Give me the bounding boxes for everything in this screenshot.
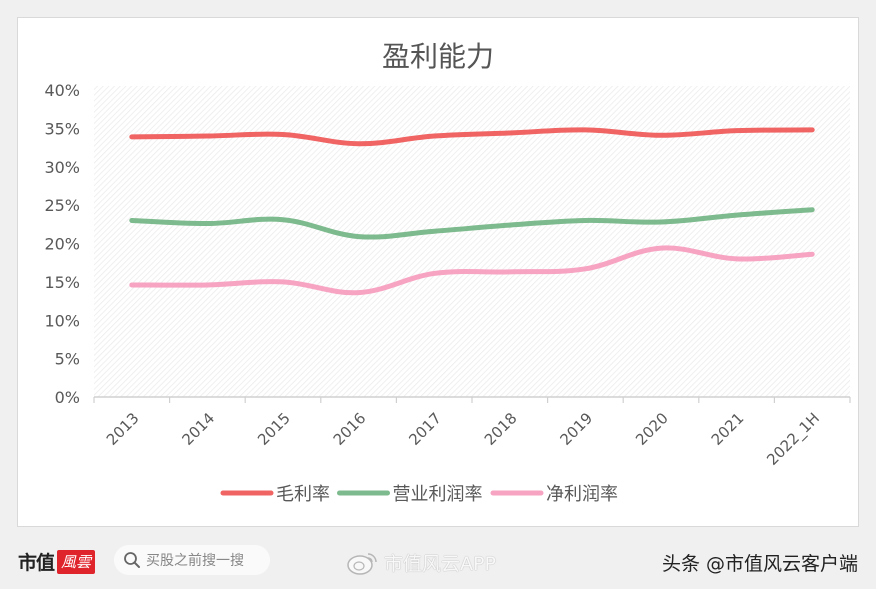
series-line: [129, 127, 815, 147]
weibo-icon: [347, 552, 377, 575]
x-tick-label: 2014: [178, 409, 218, 449]
x-tick-label: 2020: [632, 409, 672, 449]
line-chart: 盈利能力 0%5%10%15%20%25%30%35%40% 2013 2014 2…: [44, 40, 851, 505]
search-box[interactable]: 买股之前搜一搜: [114, 545, 270, 575]
footer: 市值 風雲 买股之前搜一搜 市值风云APP 头条 @市值风云客户端: [0, 535, 876, 589]
search-placeholder: 买股之前搜一搜: [146, 553, 244, 569]
y-tick-label: 0%: [55, 388, 80, 407]
y-axis: 0% 5% 10% 15% 20% 25% 30% 35% 40%: [44, 81, 80, 407]
y-tick-label: 30%: [44, 158, 80, 177]
weibo-label: 市值风云APP: [384, 553, 496, 575]
legend-label: 净利润率: [546, 484, 618, 505]
legend-label: 毛利率: [276, 484, 330, 505]
x-tick-label: 2015: [254, 409, 294, 449]
y-tick-label: 15%: [44, 273, 80, 292]
y-tick-label: 20%: [44, 235, 80, 254]
x-tick-label: 2019: [556, 409, 596, 449]
chart-card: 盈利能力 0% 5% 10% 15% 20% 25% 30% 35% 40% 2013 2014 2…: [17, 17, 859, 527]
weibo-watermark: 市值风云APP: [346, 549, 496, 576]
x-tick-label: 2022_1H: [763, 409, 823, 469]
x-axis: 2013 2014 2015 2016 2017 2018 2019 2020 2021 2022…: [93, 396, 851, 470]
series-lines: [129, 127, 815, 296]
y-tick-label: 35%: [44, 119, 80, 138]
x-tick-label: 2021: [708, 409, 748, 449]
x-tick-label: 2018: [481, 409, 521, 449]
x-tick-label: 2017: [405, 409, 445, 449]
search-icon: [124, 552, 140, 568]
brand-text: 市值: [18, 552, 55, 574]
brand-logo-mark: 風雲: [57, 549, 96, 574]
brand-logo[interactable]: 市值 風雲: [18, 548, 96, 575]
series-line: [129, 245, 815, 296]
y-tick-label: 25%: [44, 196, 80, 215]
toutiao-label: 头条 @市值风云客户端: [661, 553, 858, 575]
x-tick-label: 2016: [330, 409, 370, 449]
chart-title: 盈利能力: [382, 40, 494, 73]
legend: 毛利率 营业利润率 净利润率: [220, 484, 618, 505]
series-line: [129, 207, 815, 240]
y-tick-label: 5%: [55, 350, 80, 369]
y-tick-label: 40%: [44, 81, 80, 100]
legend-label: 营业利润率: [393, 484, 483, 505]
y-tick-label: 10%: [44, 311, 80, 330]
x-tick-label: 2013: [103, 409, 143, 449]
